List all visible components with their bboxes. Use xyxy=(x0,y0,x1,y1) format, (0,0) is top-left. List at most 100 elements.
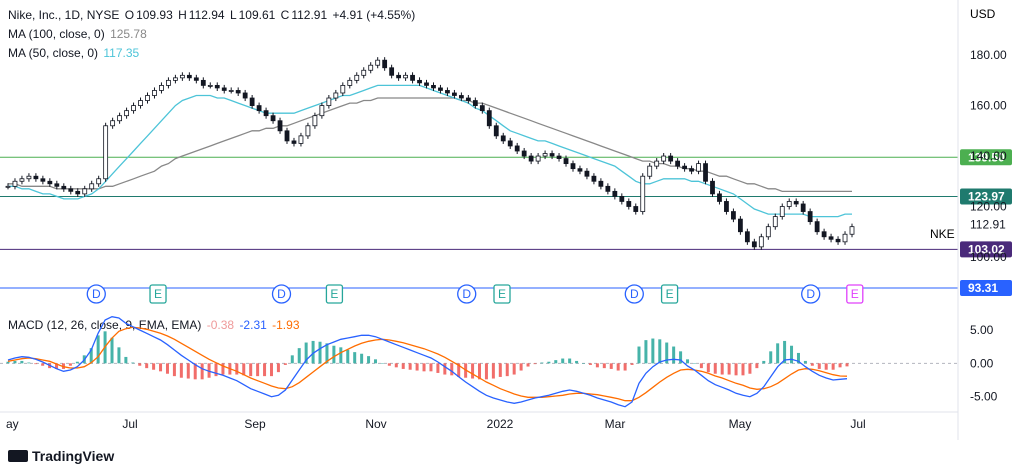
macd-histogram-bar xyxy=(68,363,72,366)
candle-body xyxy=(47,180,53,185)
macd-signal-value: -1.93 xyxy=(272,318,300,332)
macd-histogram-bar xyxy=(519,363,523,371)
level-label: 93.31 xyxy=(968,281,998,295)
macd-histogram-bar xyxy=(512,363,516,375)
macd-histogram-bar xyxy=(533,363,537,365)
macd-histogram-bar xyxy=(332,345,336,364)
candle-body xyxy=(431,85,436,89)
macd-histogram-bar xyxy=(651,338,655,364)
last-price-label: 112.91 xyxy=(970,217,1006,231)
macd-label: MACD (12, 26, close, 9, EMA, EMA) xyxy=(8,318,202,332)
macd-histogram-bar xyxy=(484,363,488,380)
candle-body xyxy=(626,201,632,207)
candle-body xyxy=(263,110,269,117)
candle-body xyxy=(256,105,262,112)
macd-histogram-bar xyxy=(776,343,780,364)
candle-body xyxy=(326,97,332,106)
candle-body xyxy=(521,150,527,157)
macd-tick-label: 5.00 xyxy=(970,323,994,337)
macd-histogram-bar xyxy=(165,363,169,374)
macd-histogram-bar xyxy=(179,363,183,378)
macd-hist-value: -0.38 xyxy=(206,318,235,332)
dividend-marker xyxy=(271,284,292,304)
candle-body xyxy=(737,218,743,233)
dividend-marker-label: D xyxy=(630,287,639,301)
candle-body xyxy=(410,74,415,81)
candle-body xyxy=(145,95,150,101)
dividend-marker xyxy=(801,284,821,304)
candle-body xyxy=(193,77,199,81)
macd-histogram-bar xyxy=(429,363,433,372)
candle-body xyxy=(758,236,764,248)
candle-body xyxy=(772,216,778,228)
macd-histogram-bar xyxy=(755,363,759,369)
macd-histogram-bar xyxy=(360,353,364,364)
price-tick-label: 180.00 xyxy=(970,48,1007,62)
candle-body xyxy=(96,178,102,185)
candle-body xyxy=(33,175,39,180)
macd-line-value: -2.31 xyxy=(239,318,267,332)
candle-body xyxy=(389,67,395,76)
candle-body xyxy=(619,196,625,202)
macd-histogram-bar xyxy=(269,363,273,377)
ma100-value: 125.78 xyxy=(110,27,147,41)
candle-body xyxy=(354,74,360,81)
macd-legend: MACD (12, 26, close, 9, EMA, EMA) -0.38 … xyxy=(8,318,302,332)
tradingview-logo[interactable]: TradingView xyxy=(8,448,114,464)
candle-body xyxy=(633,206,639,212)
macd-histogram-bar xyxy=(831,363,835,370)
candle-body xyxy=(640,175,646,212)
macd-histogram-bar xyxy=(276,363,280,373)
macd-histogram-bar xyxy=(838,363,842,368)
price-tick-label: 160.00 xyxy=(970,99,1007,113)
currency-label: USD xyxy=(970,7,996,21)
ma50-label: MA (50, close, 0) xyxy=(8,46,99,60)
candle-body xyxy=(438,87,443,91)
candle-body xyxy=(528,155,534,162)
macd-histogram-bar xyxy=(734,363,738,376)
candle-body xyxy=(319,105,325,117)
earnings-marker-label: E xyxy=(851,287,859,301)
macd-histogram-bar xyxy=(644,340,648,364)
candle-body xyxy=(12,180,18,187)
candle-body xyxy=(668,155,674,162)
level-label: 103.02 xyxy=(968,242,1005,256)
candle-body xyxy=(200,79,206,86)
candle-body xyxy=(689,168,694,172)
candle-body xyxy=(605,185,611,192)
candle-body xyxy=(779,206,785,217)
macd-histogram-bar xyxy=(554,360,558,364)
candle-body xyxy=(696,163,701,172)
dividend-marker-label: D xyxy=(462,287,471,301)
earnings-marker-label: E xyxy=(666,287,674,301)
macd-histogram-bar xyxy=(679,351,683,364)
macd-histogram-bar xyxy=(824,363,828,370)
candle-body xyxy=(507,140,513,147)
macd-histogram-bar xyxy=(450,363,454,376)
candle-body xyxy=(675,160,681,167)
macd-histogram-bar xyxy=(727,363,731,375)
time-tick-label: May xyxy=(729,417,752,431)
macd-histogram-bar xyxy=(20,360,24,364)
macd-histogram-bar xyxy=(152,363,156,370)
candle-body xyxy=(661,155,667,162)
ma100-legend: MA (100, close, 0) 125.78 xyxy=(8,27,149,41)
candle-body xyxy=(703,163,708,182)
candle-body xyxy=(849,226,855,235)
price-tick-label: 100.00 xyxy=(970,250,1007,264)
candle-body xyxy=(270,115,276,122)
macd-histogram-bar xyxy=(408,363,412,370)
macd-histogram-bar xyxy=(582,363,586,364)
candle-body xyxy=(570,163,576,170)
macd-histogram-bar xyxy=(290,355,294,364)
ma50-value: 117.35 xyxy=(103,46,140,60)
candle-body xyxy=(793,201,799,205)
macd-histogram-bar xyxy=(110,337,114,364)
earnings-marker xyxy=(846,284,864,304)
macd-histogram-bar xyxy=(630,363,634,365)
candle-body xyxy=(361,69,367,76)
candle-body xyxy=(117,115,123,122)
candle-body xyxy=(242,92,248,99)
